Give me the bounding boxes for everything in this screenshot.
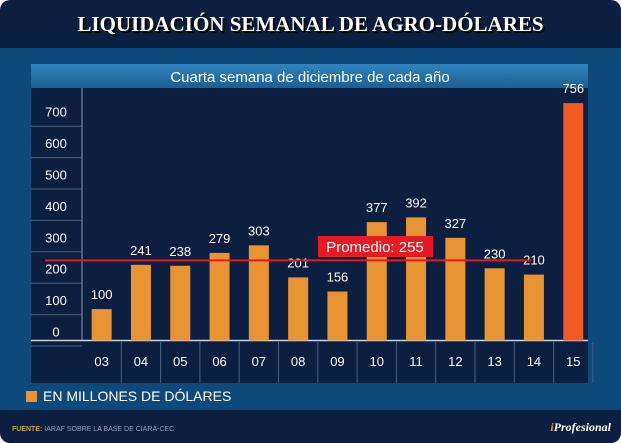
value-label-05: 238 (169, 244, 191, 259)
x-tick-label: 11 (409, 354, 423, 369)
value-label-07: 303 (248, 223, 270, 238)
value-label-14: 210 (523, 253, 545, 268)
value-label-09: 156 (327, 270, 349, 285)
bar-03 (91, 309, 112, 341)
y-tick-label: 200 (45, 262, 67, 277)
subtitle-band (31, 64, 588, 88)
value-label-04: 241 (130, 243, 152, 258)
y-tick-label: 600 (45, 136, 67, 151)
bar-04 (130, 264, 151, 341)
x-tick-label: 08 (291, 354, 305, 369)
bar-08 (288, 277, 309, 341)
bar-14 (523, 274, 544, 341)
y-tick-label: 100 (45, 293, 67, 308)
y-tick-label: 400 (45, 199, 67, 214)
bar-12 (445, 237, 466, 341)
y-tick-label: 300 (45, 230, 67, 245)
bar-06 (209, 252, 230, 341)
source-text: IARAF SOBRE LA BASE DE CIARA-CEC (44, 426, 175, 433)
x-tick-label: 03 (94, 354, 108, 369)
value-label-11: 392 (405, 195, 427, 210)
x-tick-label: 13 (487, 354, 501, 369)
value-label-06: 279 (209, 231, 231, 246)
legend-swatch (26, 390, 37, 402)
y-tick-label: 500 (45, 168, 67, 183)
value-label-08: 201 (287, 255, 309, 270)
logo: iProfesional (550, 420, 611, 434)
bar-09 (327, 291, 348, 341)
bar-07 (248, 245, 269, 341)
bar-13 (484, 268, 505, 341)
value-label-15: 756 (562, 81, 584, 96)
y-tick-label: 700 (45, 105, 67, 120)
x-tick-label: 15 (566, 354, 580, 369)
y-tick-label: 0 (52, 325, 59, 340)
x-tick-label: 10 (370, 354, 384, 369)
x-tick-label: 05 (173, 354, 187, 369)
value-label-03: 100 (91, 287, 113, 302)
source-footer: FUENTE: IARAF SOBRE LA BASE DE CIARA-CEC (12, 426, 174, 433)
x-tick-label: 14 (527, 354, 541, 369)
bar-15 (563, 103, 584, 341)
x-tick-label: 09 (330, 354, 344, 369)
average-label-box (318, 236, 433, 257)
legend: EN MILLONES DE DÓLARES (26, 388, 231, 404)
x-tick-label: 07 (252, 354, 266, 369)
x-tick-label: 06 (212, 354, 226, 369)
source-label: FUENTE: (12, 426, 43, 433)
bar-11 (406, 217, 427, 341)
value-label-12: 327 (444, 216, 466, 231)
x-tick-label: 12 (448, 354, 462, 369)
average-label: Promedio: 255 (326, 239, 424, 256)
value-label-13: 230 (484, 246, 506, 261)
bar-05 (170, 265, 191, 341)
chart-title: LIQUIDACIÓN SEMANAL DE AGRO-DÓLARES (77, 12, 544, 36)
legend-label: EN MILLONES DE DÓLARES (43, 388, 232, 404)
value-label-10: 377 (366, 200, 388, 215)
x-tick-label: 04 (134, 354, 148, 369)
chart-subtitle: Cuarta semana de diciembre de cada año (170, 69, 449, 86)
